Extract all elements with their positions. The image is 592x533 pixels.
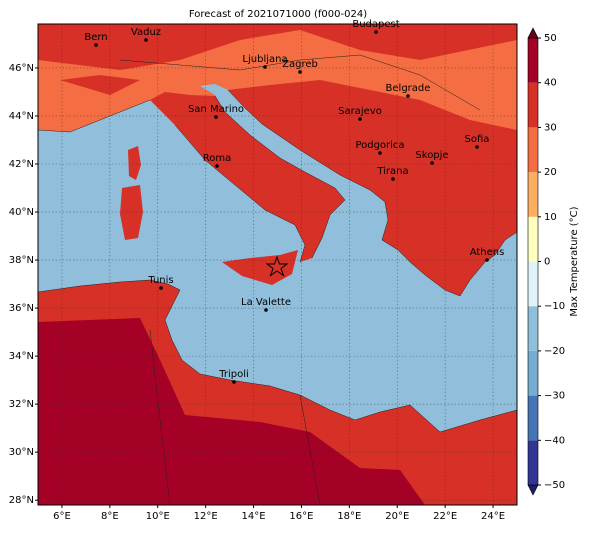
city-label: Bern [84, 32, 107, 43]
city-label: Roma [203, 153, 232, 164]
y-tick-label: 32°N [9, 399, 34, 410]
colorbar-band [528, 350, 538, 396]
city-dot [406, 94, 410, 98]
colorbar-tick-label: −40 [544, 435, 565, 446]
x-tick-label: 10°E [146, 511, 170, 522]
y-tick-label: 46°N [9, 63, 34, 74]
colorbar-band [528, 216, 538, 262]
colorbar-extend [527, 27, 539, 39]
x-tick-label: 6°E [53, 511, 71, 522]
colorbar-band [528, 38, 538, 83]
city-dot [485, 258, 489, 262]
city-label: Tunis [147, 275, 173, 286]
city-label: Skopje [415, 150, 448, 161]
y-tick-label: 36°N [9, 303, 34, 314]
x-tick-label: 24°E [481, 511, 505, 522]
land-corsica [128, 146, 141, 180]
city-dot [264, 308, 268, 312]
city-dot [378, 151, 382, 155]
colorbar-band [528, 261, 538, 307]
city-label: Sarajevo [338, 106, 382, 117]
land-interior [38, 318, 425, 505]
colorbar-band [528, 82, 538, 128]
colorbar-tick-label: −10 [544, 301, 565, 312]
city-dot [358, 117, 362, 121]
y-tick-label: 38°N [9, 255, 34, 266]
x-tick-label: 22°E [433, 511, 457, 522]
colorbar-extend [527, 484, 539, 496]
land-balkans [228, 80, 517, 296]
colorbar-band [528, 440, 538, 485]
y-tick-label: 44°N [9, 111, 34, 122]
city-label: Podgorica [355, 140, 404, 151]
x-tick-label: 12°E [194, 511, 218, 522]
colorbar-tick-label: 30 [544, 122, 557, 133]
x-tick-label: 14°E [242, 511, 266, 522]
land-italy [150, 92, 345, 262]
city-label: Tirana [376, 166, 408, 177]
city-label: La Valette [241, 297, 291, 308]
colorbar-tick-label: −30 [544, 391, 565, 402]
colorbar-tick-label: −20 [544, 346, 565, 357]
x-tick-label: 20°E [385, 511, 409, 522]
colorbar-tick-label: −50 [544, 480, 565, 491]
city-dot [215, 164, 219, 168]
x-tick-label: 8°E [101, 511, 119, 522]
colorbar-tick-label: 20 [544, 167, 557, 178]
city-label: Vaduz [131, 27, 161, 38]
title: Forecast of 2021071000 (f000-024) [189, 9, 367, 20]
x-tick-label: 16°E [289, 511, 313, 522]
colorbar-tick-label: 50 [544, 33, 557, 44]
y-tick-label: 42°N [9, 159, 34, 170]
land-sardinia [120, 185, 143, 240]
city-dot [94, 43, 98, 47]
land-sicily [222, 250, 298, 285]
colorbar-label: Max Temperature (°C) [569, 206, 580, 316]
colorbar-band [528, 395, 538, 441]
city-label: San Marino [188, 104, 244, 115]
x-tick-label: 18°E [337, 511, 361, 522]
y-tick-label: 40°N [9, 207, 34, 218]
colorbar-tick-label: 40 [544, 78, 557, 89]
colorbar-band [528, 306, 538, 351]
city-label: Tripoli [218, 369, 249, 380]
colorbar-tick-label: 0 [544, 257, 550, 268]
city-dot [430, 161, 434, 165]
map [38, 24, 517, 505]
city-dot [144, 38, 148, 42]
city-dot [263, 65, 267, 69]
city-dot [374, 30, 378, 34]
y-tick-label: 34°N [9, 351, 34, 362]
city-label: Zagreb [282, 59, 318, 70]
city-dot [475, 145, 479, 149]
star-marker [265, 255, 289, 277]
colorbar-band [528, 127, 538, 173]
city-label: Belgrade [386, 83, 431, 94]
city-label: Sofia [465, 134, 490, 145]
borders [38, 54, 517, 505]
city-dot [298, 70, 302, 74]
map-frame [37, 23, 518, 506]
y-tick-label: 28°N [9, 495, 34, 506]
colorbar-tick-label: 10 [544, 212, 557, 223]
city-label: Budapest [352, 19, 399, 30]
colorbar-band [528, 172, 538, 217]
city-dot [214, 115, 218, 119]
city-dot [391, 177, 395, 181]
y-tick-label: 30°N [9, 447, 34, 458]
city-label: Athens [470, 247, 505, 258]
city-dot [232, 380, 236, 384]
city-dot [159, 286, 163, 290]
city-label: Ljubljana [242, 54, 287, 65]
